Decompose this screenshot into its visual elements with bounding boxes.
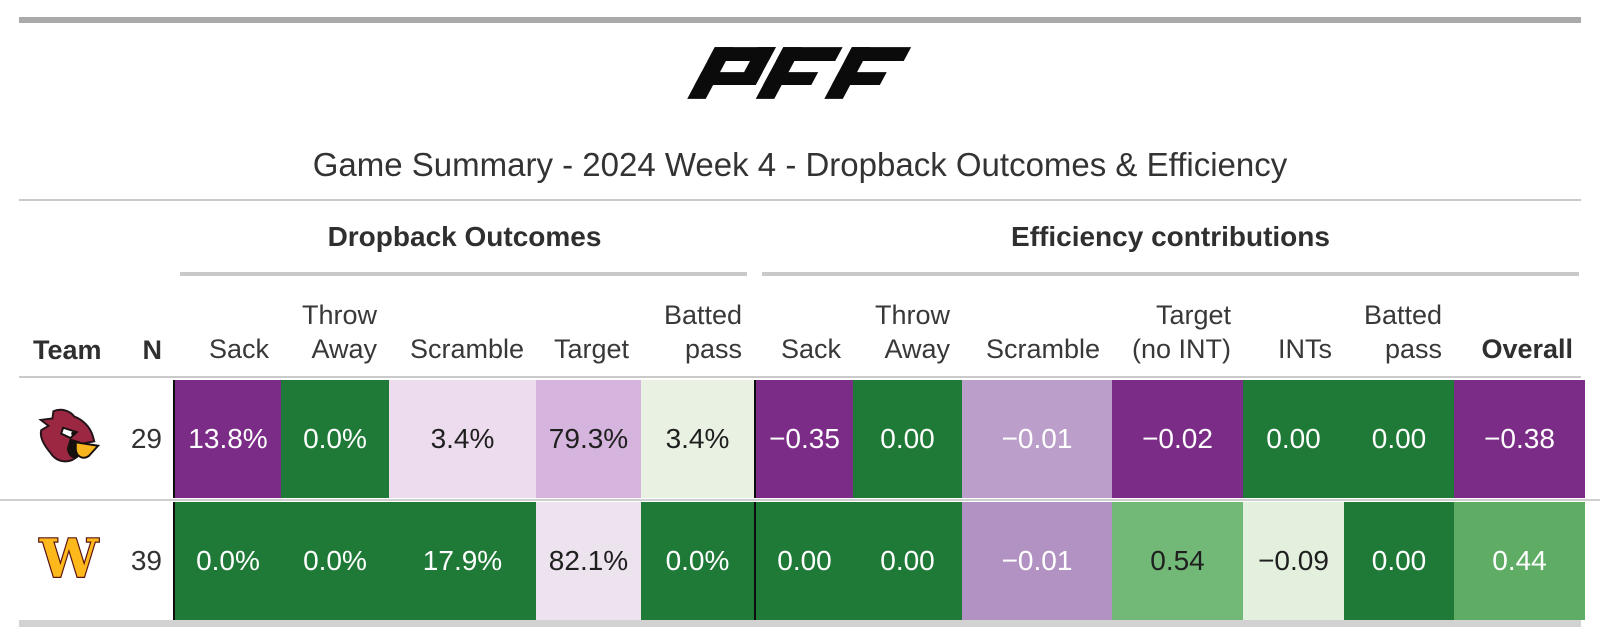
heatmap-cell: 0.0% (173, 502, 281, 620)
washington-commanders-logo: W (33, 527, 105, 590)
heatmap-cell: 0.0% (641, 502, 754, 620)
pff-letter-f1 (755, 47, 843, 99)
group-rule-dropback (180, 272, 747, 276)
heatmap-cell: 13.8% (173, 380, 281, 498)
table-row-commanders: W 39 0.0% 0.0% 17.9% 82.1% 0.0% 0.00 0.0… (0, 502, 1600, 620)
group-rule-efficiency (762, 272, 1579, 276)
team-cell: W 39 (0, 502, 173, 620)
n-column-header: N (142, 335, 163, 365)
header-eff-ints: INTs (1278, 334, 1332, 364)
header-eff-target-no-int: Target (no INT) (1131, 300, 1231, 364)
heatmap-cell: 0.00 (853, 380, 962, 498)
header-eff-overall: Overall (1481, 334, 1573, 364)
group-header-dropback-outcomes: Dropback Outcomes (327, 221, 602, 252)
commanders-w-glyph: W (39, 533, 100, 585)
table-body: 29 13.8% 0.0% 3.4% 79.3% 3.4% −0.35 0.00… (0, 380, 1600, 620)
heatmap-cell: 79.3% (536, 380, 641, 498)
team-n-header-cell: Team N (0, 276, 173, 376)
arizona-cardinals-logo (33, 407, 103, 472)
team-column-header: Team (33, 335, 102, 365)
pff-logo (687, 46, 913, 105)
team-cell: 29 (0, 380, 173, 498)
section-divider (754, 380, 756, 498)
header-eff-sack: Sack (780, 334, 841, 364)
heatmap-cell: −0.38 (1454, 380, 1585, 498)
heatmap-cell: −0.01 (962, 502, 1112, 620)
heatmap-cell: 0.00 (1344, 502, 1454, 620)
header-db-sack: Sack (208, 334, 269, 364)
n-value: 29 (130, 423, 162, 454)
title-rule (19, 199, 1581, 201)
heatmap-cell: −0.09 (1243, 502, 1344, 620)
heatmap-cell: 0.00 (1344, 380, 1454, 498)
group-header-efficiency-contributions: Efficiency contributions (1011, 221, 1330, 252)
heatmap-cell: 0.00 (1243, 380, 1344, 498)
header-db-batted-pass: Batted pass (663, 300, 742, 364)
header-eff-scramble: Scramble (985, 334, 1100, 364)
row-separator (0, 498, 1600, 502)
pff-letter-p (687, 47, 776, 99)
heatmap-cell: −0.01 (962, 380, 1112, 498)
heatmap-cell: 0.00 (853, 502, 962, 620)
page-title: Game Summary - 2024 Week 4 - Dropback Ou… (312, 146, 1288, 183)
heatmap-cell: 0.44 (1454, 502, 1585, 620)
heatmap-cell: −0.35 (756, 380, 853, 498)
header-eff-throw-away: Throw Away (874, 300, 950, 364)
header-db-target: Target (553, 334, 629, 364)
header-db-throw-away: Throw Away (301, 300, 377, 364)
heatmap-cell: −0.02 (1112, 380, 1243, 498)
header-db-scramble: Scramble (409, 334, 524, 364)
pff-letter-f2 (824, 47, 912, 99)
heatmap-cell: 0.0% (281, 380, 389, 498)
section-divider (754, 502, 756, 620)
heatmap-cell: 3.4% (389, 380, 536, 498)
header-eff-batted-pass: Batted pass (1363, 300, 1442, 364)
heatmap-cell: 3.4% (641, 380, 754, 498)
heatmap-cell: 0.54 (1112, 502, 1243, 620)
bottom-divider-bar (19, 620, 1581, 627)
column-header-row: Team N Sack Throw Away Scramble Target Ba… (0, 276, 1600, 376)
heatmap-cell: 82.1% (536, 502, 641, 620)
table-top-rule (19, 376, 1581, 378)
heatmap-cell: 17.9% (389, 502, 536, 620)
heatmap-cell: 0.0% (281, 502, 389, 620)
heatmap-cell: 0.00 (756, 502, 853, 620)
table-row-cardinals: 29 13.8% 0.0% 3.4% 79.3% 3.4% −0.35 0.00… (0, 380, 1600, 498)
n-value: 39 (130, 545, 162, 576)
top-divider-bar (19, 17, 1581, 23)
